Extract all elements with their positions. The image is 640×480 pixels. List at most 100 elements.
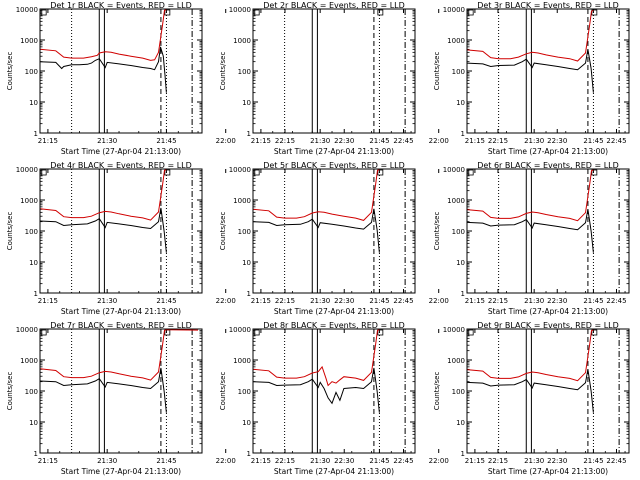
x-tick-label: 21:30 xyxy=(97,137,117,145)
plot-frame xyxy=(252,328,416,454)
y-axis-label: Counts/sec xyxy=(219,372,227,411)
panel-title: Det 3r BLACK = Events, RED = LLD xyxy=(477,1,619,10)
x-tick-label: 22:30 xyxy=(547,457,567,465)
x-tick-label: 22:30 xyxy=(334,457,354,465)
panel-title: Det 7r BLACK = Events, RED = LLD xyxy=(50,321,192,330)
y-tick-label: 1000 xyxy=(447,357,465,365)
y-axis-label: Counts/sec xyxy=(433,372,441,411)
x-tick-label: 22:45 xyxy=(606,297,626,305)
series-line-events xyxy=(252,367,380,413)
x-axis-label: Start Time (27-Apr-04 21:13:00) xyxy=(488,467,608,476)
detector-panel-3: Det 3r BLACK = Events, RED = LLD Counts/s… xyxy=(433,1,630,156)
x-tick-label: 21:45 xyxy=(583,297,603,305)
x-tick-label: 21:45 xyxy=(369,137,389,145)
y-tick-label: 10 xyxy=(29,259,38,267)
series-line-events xyxy=(39,367,167,413)
y-tick-label: 1000 xyxy=(233,37,251,45)
x-axis-label: Start Time (27-Apr-04 21:13:00) xyxy=(61,147,181,156)
attenuator-marker xyxy=(40,169,47,176)
detector-panel-8: Det 8r BLACK = Events, RED = LLD Counts/s… xyxy=(219,321,627,476)
x-tick-label: 22:00 xyxy=(429,297,449,305)
x-tick-label: 21:45 xyxy=(369,297,389,305)
series-line-lld xyxy=(39,329,199,381)
attenuator-marker xyxy=(377,169,384,176)
series-line-events xyxy=(466,209,594,253)
x-tick-label: 22:45 xyxy=(393,137,413,145)
x-tick-label: 21:15 xyxy=(465,137,485,145)
x-tick-label: 22:15 xyxy=(275,457,295,465)
panel-title: Det 6r BLACK = Events, RED = LLD xyxy=(477,161,619,170)
x-tick-label: 22:15 xyxy=(488,297,508,305)
y-tick-label: 1000 xyxy=(233,357,251,365)
y-tick-label: 10000 xyxy=(229,166,251,174)
x-tick-label: 21:30 xyxy=(524,457,544,465)
series-line-lld xyxy=(466,169,594,222)
x-tick-label: 21:15 xyxy=(465,297,485,305)
x-tick-label: 21:15 xyxy=(251,137,271,145)
y-tick-label: 1 xyxy=(461,290,465,298)
x-tick-label: 21:15 xyxy=(38,457,58,465)
y-tick-label: 100 xyxy=(25,68,38,76)
x-tick-label: 22:45 xyxy=(393,457,413,465)
panel-title: Det 2r BLACK = Events, RED = LLD xyxy=(263,1,405,10)
attenuator-marker xyxy=(377,329,384,336)
attenuator-marker xyxy=(40,329,47,336)
attenuator-marker xyxy=(164,9,171,16)
plot-frame xyxy=(252,8,416,134)
y-tick-label: 10 xyxy=(29,99,38,107)
detector-panel-7: Det 7r BLACK = Events, RED = LLD Counts/s… xyxy=(6,321,414,476)
x-axis-label: Start Time (27-Apr-04 21:13:00) xyxy=(488,307,608,316)
y-axis-label: Counts/sec xyxy=(433,52,441,91)
x-tick-label: 22:00 xyxy=(429,457,449,465)
y-tick-label: 10 xyxy=(242,259,251,267)
y-tick-label: 1000 xyxy=(447,37,465,45)
series-line-lld xyxy=(466,329,594,382)
attenuator-marker xyxy=(467,169,474,176)
y-axis-label: Counts/sec xyxy=(6,372,14,411)
x-tick-label: 21:15 xyxy=(38,137,58,145)
y-tick-label: 10000 xyxy=(16,166,38,174)
panel-title: Det 5r BLACK = Events, RED = LLD xyxy=(263,161,405,170)
y-tick-label: 10000 xyxy=(443,166,465,174)
y-tick-label: 1000 xyxy=(20,37,38,45)
x-tick-label: 22:00 xyxy=(216,297,236,305)
attenuator-marker xyxy=(40,9,47,16)
x-tick-label: 21:15 xyxy=(251,297,271,305)
y-tick-label: 10000 xyxy=(16,326,38,334)
x-tick-label: 21:30 xyxy=(97,297,117,305)
y-tick-label: 1 xyxy=(34,450,38,458)
y-tick-label: 1 xyxy=(247,450,251,458)
series-line-lld xyxy=(252,169,380,221)
x-tick-label: 22:30 xyxy=(547,137,567,145)
attenuator-marker xyxy=(164,169,171,176)
x-axis-label: Start Time (27-Apr-04 21:13:00) xyxy=(61,467,181,476)
y-tick-label: 10000 xyxy=(443,6,465,14)
detector-panel-4: Det 4r BLACK = Events, RED = LLD Counts/s… xyxy=(6,161,414,316)
x-tick-label: 21:45 xyxy=(369,457,389,465)
x-tick-label: 22:15 xyxy=(488,457,508,465)
x-tick-label: 21:45 xyxy=(156,137,176,145)
detector-panel-1: Det 1r BLACK = Events, RED = LLD Counts/s… xyxy=(6,1,414,156)
panel-title: Det 9r BLACK = Events, RED = LLD xyxy=(477,321,619,330)
y-tick-label: 10 xyxy=(242,419,251,427)
x-tick-label: 22:30 xyxy=(547,297,567,305)
series-line-events xyxy=(466,369,594,413)
y-tick-label: 1000 xyxy=(447,197,465,205)
attenuator-marker xyxy=(591,9,598,16)
series-line-events xyxy=(466,49,594,93)
x-tick-label: 21:30 xyxy=(310,297,330,305)
attenuator-marker xyxy=(377,9,384,16)
x-tick-label: 21:30 xyxy=(97,457,117,465)
attenuator-marker xyxy=(253,329,260,336)
x-tick-label: 22:00 xyxy=(216,137,236,145)
y-tick-label: 1000 xyxy=(233,197,251,205)
x-tick-label: 22:15 xyxy=(488,137,508,145)
x-tick-label: 21:15 xyxy=(251,457,271,465)
series-line-lld xyxy=(39,9,167,61)
x-tick-label: 22:45 xyxy=(606,457,626,465)
plot-frame xyxy=(466,328,630,454)
x-tick-label: 21:30 xyxy=(310,137,330,145)
plot-frame xyxy=(466,168,630,294)
x-axis-label: Start Time (27-Apr-04 21:13:00) xyxy=(61,307,181,316)
